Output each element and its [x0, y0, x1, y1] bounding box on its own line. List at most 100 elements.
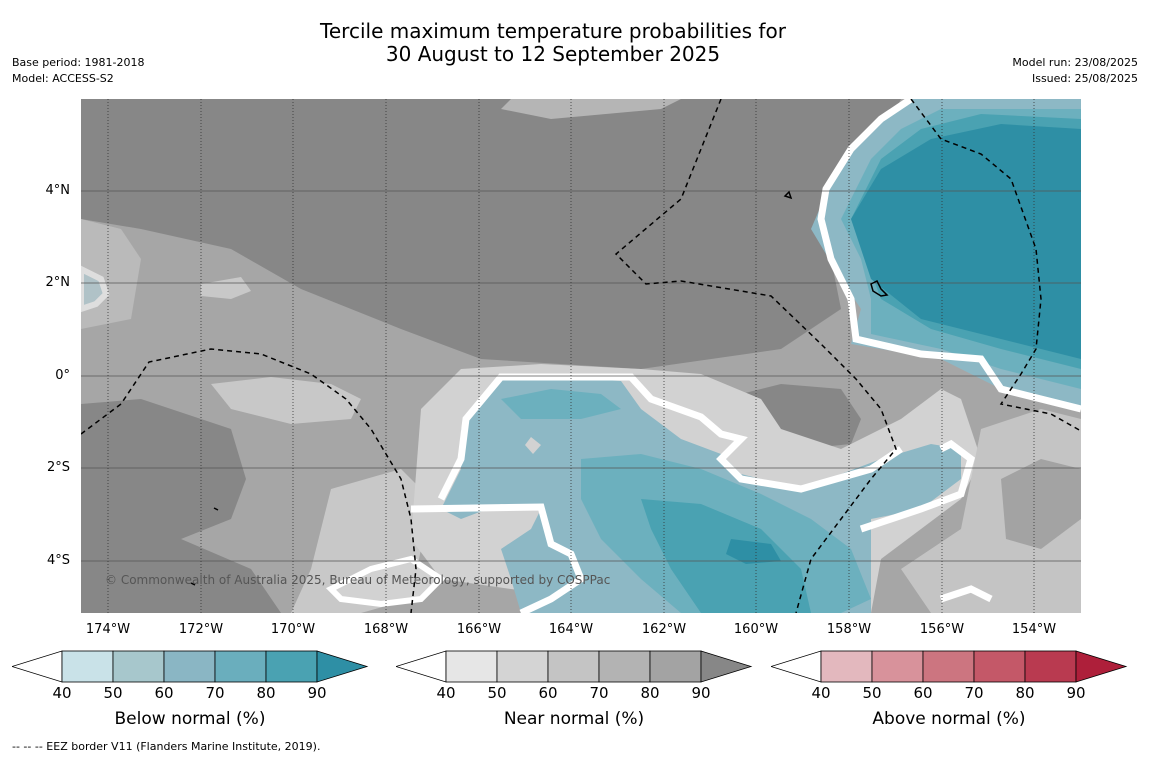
near-normal-dark-southwest [81, 399, 281, 613]
below-normal-80-south [641, 499, 811, 613]
lon-label-156w: 156°W [919, 622, 965, 637]
near-normal-mid-east [1001, 459, 1081, 549]
island-2 [213, 507, 219, 511]
lat-label-4s: 4°S [46, 553, 70, 568]
colorbar-tick-label: 80 [1015, 684, 1035, 702]
colorbar-tick-label: 70 [964, 684, 984, 702]
colorbar-extend-low [396, 650, 447, 683]
probability-map: © Commonwealth of Australia 2025, Bureau… [81, 99, 1081, 613]
meta-left: Base period: 1981-2018 Model: ACCESS-S2 [12, 55, 144, 87]
eez-borders [81, 99, 1081, 613]
island-1 [783, 190, 793, 200]
colorbar-swatch [163, 650, 216, 683]
colorbar-above-normal: Above normal (%) 40 50 60 70 80 90 [771, 650, 1131, 730]
colorbar-swatch [973, 650, 1026, 683]
base-period: Base period: 1981-2018 [12, 56, 145, 69]
colorbar-swatch [598, 650, 651, 683]
near-normal-light-blob [201, 277, 251, 299]
colorbar-swatch [265, 650, 318, 683]
colorbar-extend-high [316, 650, 369, 683]
title-line-2: 30 August to 12 September 2025 [385, 42, 721, 66]
eez-border-central [614, 99, 897, 613]
lon-label-170w: 170°W [270, 622, 316, 637]
near-normal-light-top [501, 99, 681, 119]
colorbar-tick-label: 90 [307, 684, 327, 702]
model-run: Model run: 23/08/2025 [1012, 56, 1138, 69]
graticule [81, 190, 1081, 562]
colorbar-near-normal-title: Near normal (%) [503, 709, 645, 729]
lat-label-2s: 2°S [46, 460, 70, 475]
colorbar-tick-label: 90 [691, 684, 711, 702]
lon-label-162w: 162°W [641, 622, 687, 637]
title-line-1: Tercile maximum temperature probabilitie… [320, 19, 786, 43]
contour-40-northeast [817, 99, 1081, 413]
colorbar-tick-label: 60 [913, 684, 933, 702]
colorbar-swatch [547, 650, 600, 683]
colorbar-tick-label: 40 [811, 684, 831, 702]
colorbar-near-normal-swatches [396, 650, 753, 683]
lat-label-4n: 4°N [45, 183, 71, 198]
colorbar-tick-label: 60 [538, 684, 558, 702]
near-normal-dark-north [81, 99, 901, 369]
contour-40-southwest [410, 503, 586, 613]
colorbar-swatch [1024, 650, 1077, 683]
colorbar-tick-label: 50 [862, 684, 882, 702]
colorbar-tick-label: 70 [589, 684, 609, 702]
below-normal-90-northeast [851, 124, 1081, 359]
colorbar-tick-label: 90 [1066, 684, 1086, 702]
lon-label-174w: 174°W [85, 622, 131, 637]
near-normal-light-east [901, 409, 1081, 613]
contour-40-south [437, 373, 903, 501]
colorbar-swatch [922, 650, 975, 683]
below-normal-90-core [726, 539, 781, 564]
lon-label-164w: 164°W [548, 622, 594, 637]
meta-right: Model run: 23/08/2025 Issued: 25/08/2025 [1012, 55, 1138, 87]
lat-label-0: 0° [55, 368, 70, 383]
near-normal-light-west [211, 377, 361, 424]
colorbar-swatch [445, 650, 498, 683]
colorbar-above-normal-title: Above normal (%) [872, 709, 1026, 729]
contour-40-bottom-right [939, 585, 993, 603]
colorbar-below-normal-swatches [12, 650, 369, 683]
colorbar-below-normal: Below normal (%) 40 50 60 70 80 90 [12, 650, 372, 730]
model-name: Model: ACCESS-S2 [12, 72, 114, 85]
colorbar-tick-label: 40 [436, 684, 456, 702]
lon-label-168w: 168°W [363, 622, 409, 637]
lon-label-160w: 160°W [733, 622, 779, 637]
lon-label-166w: 166°W [456, 622, 502, 637]
colorbar-tick-label: 50 [487, 684, 507, 702]
colorbar-swatch [214, 650, 267, 683]
map-title: Tercile maximum temperature probabilitie… [250, 20, 856, 66]
near-normal-light-west-edge [81, 219, 141, 329]
colorbar-tick-label: 60 [154, 684, 174, 702]
island-kiritimati [870, 279, 889, 297]
issued-date: Issued: 25/08/2025 [1031, 72, 1138, 85]
contour-40-southeast [859, 439, 976, 533]
colorbar-swatch [871, 650, 924, 683]
eez-border-west [81, 348, 417, 613]
copyright-notice: © Commonwealth of Australia 2025, Bureau… [105, 573, 610, 587]
colorbar-swatch [649, 650, 702, 683]
colorbar-swatch [61, 650, 114, 683]
colorbar-tick-label: 70 [205, 684, 225, 702]
colorbar-above-normal-swatches [771, 650, 1128, 683]
eez-border-east [910, 99, 1081, 432]
colorbar-extend-high [700, 650, 753, 683]
lon-label-158w: 158°W [826, 622, 872, 637]
colorbar-extend-high [1075, 650, 1128, 683]
colorbar-below-normal-title: Below normal (%) [114, 709, 266, 729]
map-canvas: © Commonwealth of Australia 2025, Bureau… [81, 99, 1081, 613]
colorbar-swatch [496, 650, 549, 683]
colorbar-near-normal: Near normal (%) 40 50 60 70 80 90 [396, 650, 756, 730]
colorbar-extend-low [12, 650, 63, 683]
colorbar-extend-low [771, 650, 822, 683]
lon-label-172w: 172°W [178, 622, 224, 637]
lon-label-154w: 154°W [1011, 622, 1057, 637]
colorbar-tick-label: 50 [103, 684, 123, 702]
colorbar-swatch [820, 650, 873, 683]
lat-label-2n: 2°N [45, 275, 71, 290]
colorbar-swatch [112, 650, 165, 683]
colorbar-tick-label: 40 [52, 684, 72, 702]
islands [190, 190, 889, 586]
colorbar-tick-label: 80 [256, 684, 276, 702]
